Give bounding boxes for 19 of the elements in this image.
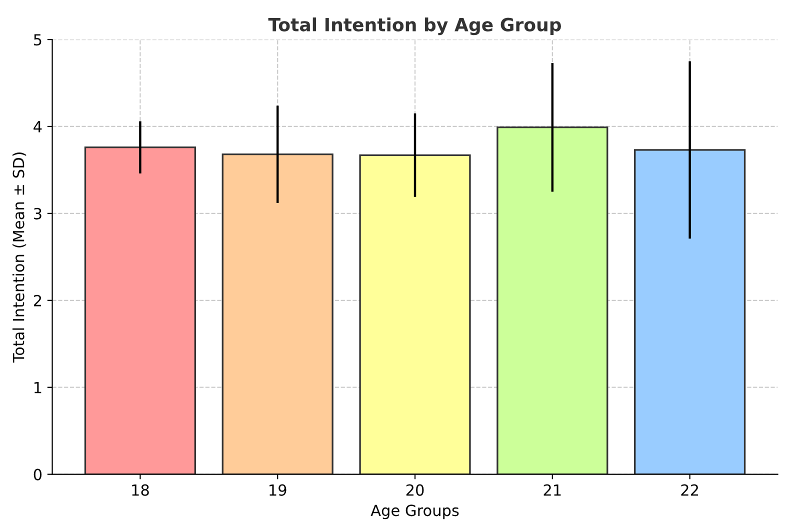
y-axis-title: Total Intention (Mean ± SD) <box>12 152 26 363</box>
x-tick-label: 20 <box>406 484 424 496</box>
x-tick-label: 18 <box>132 484 149 496</box>
y-tick-label: 4 <box>34 121 42 132</box>
bar <box>634 149 746 474</box>
bar <box>359 154 471 474</box>
y-tick-label: 1 <box>34 382 42 394</box>
x-tick-label: 19 <box>270 484 286 496</box>
y-tick-label: 2 <box>34 294 42 306</box>
bar <box>84 146 196 474</box>
chart-title: Total Intention by Age Group <box>268 17 561 36</box>
x-tick-label: 22 <box>681 484 698 496</box>
bar <box>222 153 334 474</box>
x-axis-title: Age Groups <box>370 504 459 520</box>
y-tick-label: 0 <box>34 468 42 480</box>
bar <box>496 126 608 474</box>
y-tick-label: 5 <box>34 34 42 46</box>
y-tick-label: 3 <box>34 208 42 220</box>
x-tick-label: 21 <box>544 484 561 496</box>
